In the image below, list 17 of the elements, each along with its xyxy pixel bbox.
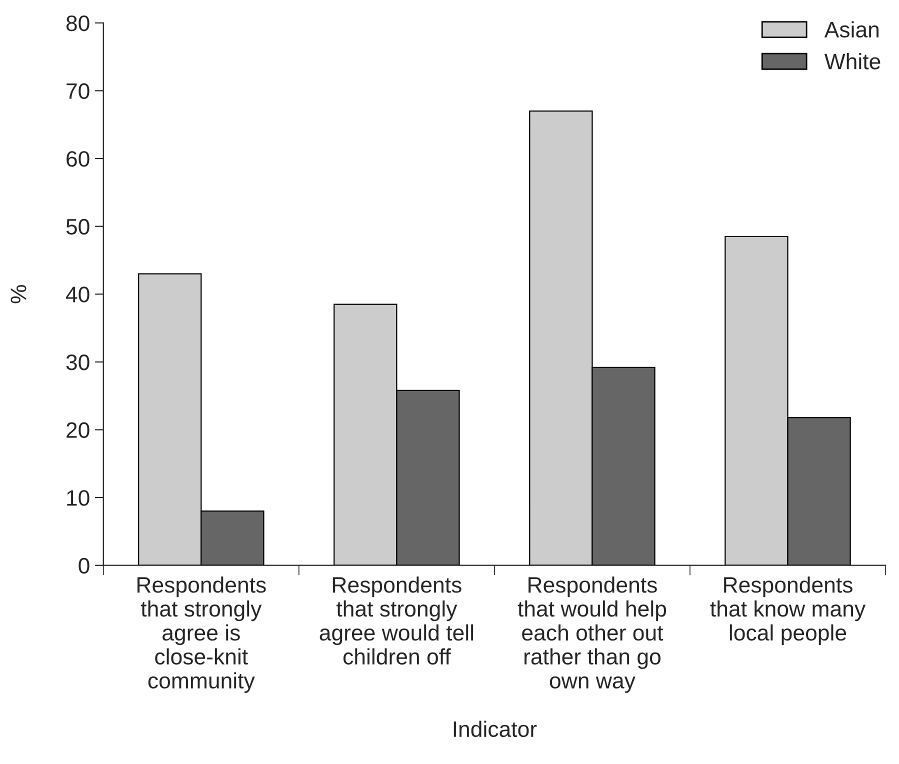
y-tick-label: 20	[66, 422, 90, 438]
y-axis-title: %	[10, 285, 26, 304]
y-tick-label: 10	[67, 490, 90, 506]
y-tick-label: 80	[66, 15, 90, 32]
y-tick-label: 40	[66, 286, 90, 302]
x-tick-label: Respondents that would help each other out rather than go own way	[518, 576, 666, 693]
y-tick-label: 60	[66, 151, 90, 167]
legend-label: White	[824, 53, 880, 70]
x-tick-label: Respondents that know many local people	[710, 576, 866, 646]
legend-label: Asian	[824, 21, 878, 38]
x-tick-label: Respondents that strongly agree would tell children off	[320, 576, 474, 665]
y-tick-label: 30	[66, 354, 90, 370]
y-tick-label: 70	[66, 83, 90, 99]
y-tick-label: 50	[66, 218, 90, 235]
x-tick-label: Respondents that strongly agree is close-knit community	[138, 576, 266, 693]
x-axis-title: Indicator	[454, 720, 537, 738]
y-tick-label: 0	[78, 558, 90, 574]
